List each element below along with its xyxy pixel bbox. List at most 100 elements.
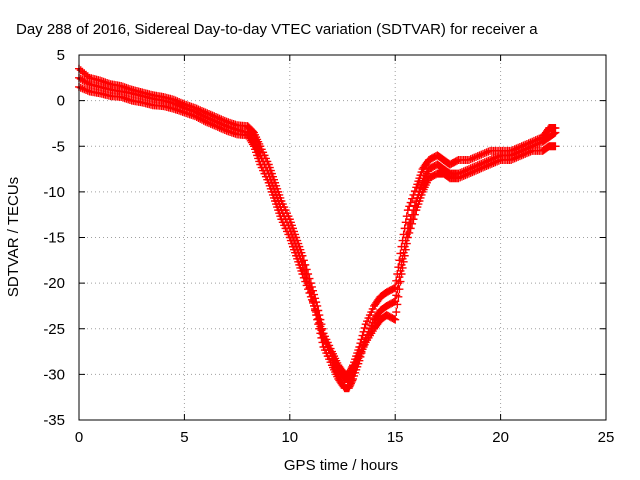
data-point-marker	[395, 285, 404, 294]
data-point-marker	[219, 125, 228, 134]
data-point-marker	[318, 330, 327, 339]
data-point-marker	[482, 162, 491, 171]
data-point-marker	[463, 170, 472, 179]
data-points	[75, 64, 560, 393]
data-point-marker	[410, 210, 419, 219]
data-point-marker	[199, 116, 208, 125]
data-point-marker	[194, 113, 203, 122]
data-point-marker	[219, 116, 228, 125]
data-point-marker	[470, 153, 479, 162]
data-point-marker	[176, 98, 185, 107]
data-point-marker	[396, 277, 405, 286]
data-point-marker	[484, 161, 493, 170]
data-point-marker	[475, 151, 484, 160]
data-point-marker	[402, 239, 411, 248]
data-point-marker	[405, 228, 414, 237]
data-point-marker	[220, 125, 229, 134]
data-point-marker	[82, 85, 91, 94]
data-point-marker	[314, 314, 323, 323]
data-point-marker	[302, 281, 311, 290]
data-point-marker	[408, 219, 417, 228]
x-axis-label: GPS time / hours	[284, 457, 398, 474]
data-point-marker	[203, 109, 212, 118]
data-point-marker	[551, 142, 560, 151]
data-point-marker	[531, 136, 540, 145]
data-point-marker	[400, 251, 409, 260]
data-point-marker	[178, 99, 187, 108]
data-point-marker	[472, 166, 481, 175]
axis-ticks	[78, 54, 607, 421]
data-point-marker	[494, 156, 503, 165]
x-tick-label: 0	[75, 429, 83, 446]
data-point-marker	[169, 95, 178, 104]
data-point-marker	[359, 327, 368, 336]
data-point-marker	[487, 159, 496, 168]
data-point-marker	[479, 163, 488, 172]
data-point-marker	[220, 116, 229, 125]
y-tick-label: -30	[43, 366, 65, 383]
data-point-marker	[212, 113, 221, 122]
data-point-marker	[515, 152, 524, 161]
data-point-marker	[410, 187, 419, 196]
data-point-marker	[526, 147, 535, 156]
data-point-marker	[508, 155, 517, 164]
data-point-marker	[299, 256, 308, 265]
data-point-marker	[399, 230, 408, 239]
data-point-marker	[171, 96, 180, 105]
y-tick-label: -5	[52, 138, 65, 155]
data-point-marker	[192, 113, 201, 122]
series-sdtvar-trace-b	[75, 64, 560, 379]
data-point-marker	[210, 121, 219, 130]
y-axis-label: SDTVAR / TECUs	[5, 177, 22, 297]
data-point-marker	[391, 283, 400, 292]
data-point-marker	[199, 107, 208, 116]
data-point-marker	[348, 367, 357, 376]
data-point-marker	[215, 123, 224, 132]
data-point-marker	[551, 124, 560, 132]
data-point-marker	[196, 106, 205, 115]
data-point-marker	[204, 119, 213, 128]
data-point-marker	[204, 110, 213, 119]
data-point-marker	[83, 86, 92, 95]
data-point-marker	[217, 115, 226, 124]
data-point-marker	[461, 171, 470, 180]
data-point-marker	[454, 174, 463, 183]
data-point-marker	[464, 169, 473, 178]
data-point-marker	[521, 140, 530, 149]
data-point-marker	[208, 120, 217, 129]
data-point-marker	[394, 263, 403, 272]
data-point-marker	[535, 134, 544, 143]
y-tick-label: -20	[43, 275, 65, 292]
data-point-marker	[409, 215, 418, 224]
data-point-marker	[196, 114, 205, 123]
data-point-marker	[486, 160, 495, 169]
data-point-marker	[489, 158, 498, 167]
data-point-marker	[479, 149, 488, 158]
data-point-marker	[206, 119, 215, 128]
data-point-marker	[299, 273, 308, 282]
data-point-marker	[457, 172, 466, 181]
data-point-marker	[80, 85, 89, 94]
data-point-marker	[203, 118, 212, 127]
x-tick-label: 10	[281, 429, 298, 446]
data-point-marker	[391, 315, 400, 324]
grid-lines	[79, 55, 606, 420]
data-point-marker	[514, 152, 523, 161]
data-point-marker	[477, 150, 486, 159]
data-point-marker	[477, 164, 486, 173]
data-point-marker	[173, 97, 182, 106]
data-point-marker	[408, 194, 417, 203]
data-point-marker	[212, 122, 221, 131]
data-point-marker	[482, 148, 491, 157]
y-tick-label: -25	[43, 321, 65, 338]
data-point-marker	[480, 162, 489, 171]
data-point-marker	[512, 144, 521, 153]
data-point-marker	[468, 168, 477, 177]
data-point-marker	[215, 114, 224, 123]
data-point-marker	[466, 155, 475, 164]
data-point-marker	[507, 155, 516, 164]
data-point-marker	[517, 142, 526, 151]
data-point-marker	[201, 117, 210, 126]
data-point-marker	[493, 157, 502, 166]
